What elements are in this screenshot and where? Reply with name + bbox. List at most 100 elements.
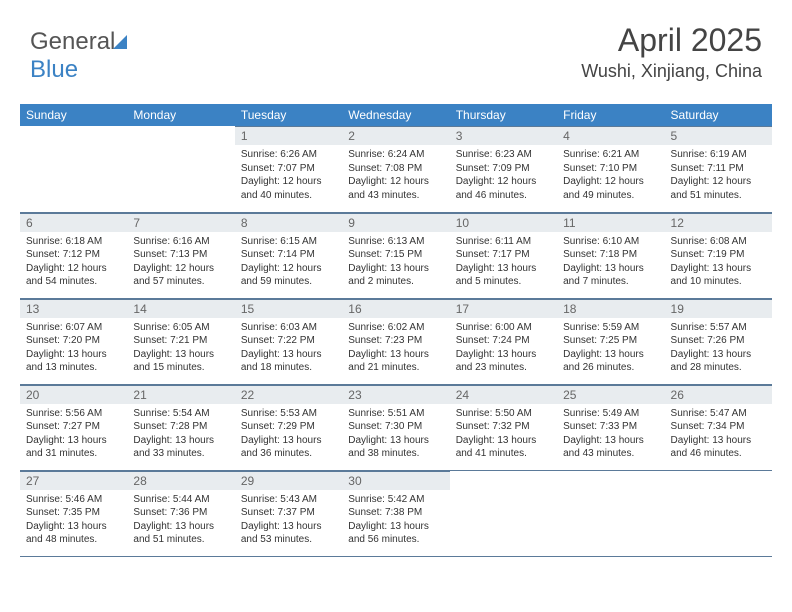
weekday-header: Friday <box>557 104 664 126</box>
day-details: Sunrise: 6:26 AMSunset: 7:07 PMDaylight:… <box>235 145 342 208</box>
calendar-cell: 27Sunrise: 5:46 AMSunset: 7:35 PMDayligh… <box>20 470 127 556</box>
day-number: 4 <box>557 126 664 145</box>
day-details: Sunrise: 6:10 AMSunset: 7:18 PMDaylight:… <box>557 232 664 295</box>
calendar-row: 13Sunrise: 6:07 AMSunset: 7:20 PMDayligh… <box>20 298 772 384</box>
calendar-cell: 17Sunrise: 6:00 AMSunset: 7:24 PMDayligh… <box>450 298 557 384</box>
day-number: 14 <box>127 299 234 318</box>
day-number: 9 <box>342 213 449 232</box>
day-number: 25 <box>557 385 664 404</box>
day-details: Sunrise: 6:18 AMSunset: 7:12 PMDaylight:… <box>20 232 127 295</box>
calendar-cell <box>127 126 234 212</box>
day-details: Sunrise: 6:24 AMSunset: 7:08 PMDaylight:… <box>342 145 449 208</box>
day-details: Sunrise: 6:23 AMSunset: 7:09 PMDaylight:… <box>450 145 557 208</box>
day-number: 11 <box>557 213 664 232</box>
day-details: Sunrise: 6:21 AMSunset: 7:10 PMDaylight:… <box>557 145 664 208</box>
day-number: 21 <box>127 385 234 404</box>
day-details: Sunrise: 5:42 AMSunset: 7:38 PMDaylight:… <box>342 490 449 553</box>
weekday-header: Tuesday <box>235 104 342 126</box>
calendar-cell: 3Sunrise: 6:23 AMSunset: 7:09 PMDaylight… <box>450 126 557 212</box>
day-number: 15 <box>235 299 342 318</box>
day-number: 10 <box>450 213 557 232</box>
calendar-cell: 21Sunrise: 5:54 AMSunset: 7:28 PMDayligh… <box>127 384 234 470</box>
calendar-cell: 12Sunrise: 6:08 AMSunset: 7:19 PMDayligh… <box>665 212 772 298</box>
day-details: Sunrise: 5:56 AMSunset: 7:27 PMDaylight:… <box>20 404 127 467</box>
day-number: 22 <box>235 385 342 404</box>
calendar-cell <box>450 470 557 556</box>
calendar-cell: 10Sunrise: 6:11 AMSunset: 7:17 PMDayligh… <box>450 212 557 298</box>
day-number: 20 <box>20 385 127 404</box>
calendar-cell: 16Sunrise: 6:02 AMSunset: 7:23 PMDayligh… <box>342 298 449 384</box>
calendar-cell: 20Sunrise: 5:56 AMSunset: 7:27 PMDayligh… <box>20 384 127 470</box>
day-number: 2 <box>342 126 449 145</box>
day-number: 23 <box>342 385 449 404</box>
weekday-header: Thursday <box>450 104 557 126</box>
day-number: 5 <box>665 126 772 145</box>
calendar-cell: 22Sunrise: 5:53 AMSunset: 7:29 PMDayligh… <box>235 384 342 470</box>
calendar-cell: 18Sunrise: 5:59 AMSunset: 7:25 PMDayligh… <box>557 298 664 384</box>
calendar-cell: 28Sunrise: 5:44 AMSunset: 7:36 PMDayligh… <box>127 470 234 556</box>
calendar-cell: 2Sunrise: 6:24 AMSunset: 7:08 PMDaylight… <box>342 126 449 212</box>
day-number: 28 <box>127 471 234 490</box>
day-details: Sunrise: 5:43 AMSunset: 7:37 PMDaylight:… <box>235 490 342 553</box>
weekday-header: Monday <box>127 104 234 126</box>
calendar-cell <box>665 470 772 556</box>
day-number: 18 <box>557 299 664 318</box>
day-number: 3 <box>450 126 557 145</box>
day-number: 30 <box>342 471 449 490</box>
day-number: 19 <box>665 299 772 318</box>
calendar-row: 20Sunrise: 5:56 AMSunset: 7:27 PMDayligh… <box>20 384 772 470</box>
page-location: Wushi, Xinjiang, China <box>581 61 762 82</box>
day-details: Sunrise: 5:57 AMSunset: 7:26 PMDaylight:… <box>665 318 772 381</box>
logo: General Blue <box>30 28 127 84</box>
weekday-header: Saturday <box>665 104 772 126</box>
calendar-cell <box>20 126 127 212</box>
day-details: Sunrise: 6:11 AMSunset: 7:17 PMDaylight:… <box>450 232 557 295</box>
day-number: 24 <box>450 385 557 404</box>
day-details: Sunrise: 5:49 AMSunset: 7:33 PMDaylight:… <box>557 404 664 467</box>
calendar-cell: 7Sunrise: 6:16 AMSunset: 7:13 PMDaylight… <box>127 212 234 298</box>
logo-triangle-icon <box>113 35 127 49</box>
day-number: 8 <box>235 213 342 232</box>
calendar-cell: 29Sunrise: 5:43 AMSunset: 7:37 PMDayligh… <box>235 470 342 556</box>
calendar-cell: 25Sunrise: 5:49 AMSunset: 7:33 PMDayligh… <box>557 384 664 470</box>
day-number: 6 <box>20 213 127 232</box>
day-details: Sunrise: 5:47 AMSunset: 7:34 PMDaylight:… <box>665 404 772 467</box>
calendar-cell: 30Sunrise: 5:42 AMSunset: 7:38 PMDayligh… <box>342 470 449 556</box>
calendar-cell: 4Sunrise: 6:21 AMSunset: 7:10 PMDaylight… <box>557 126 664 212</box>
calendar-body: 1Sunrise: 6:26 AMSunset: 7:07 PMDaylight… <box>20 126 772 556</box>
day-details: Sunrise: 5:59 AMSunset: 7:25 PMDaylight:… <box>557 318 664 381</box>
day-details: Sunrise: 6:08 AMSunset: 7:19 PMDaylight:… <box>665 232 772 295</box>
calendar-cell: 23Sunrise: 5:51 AMSunset: 7:30 PMDayligh… <box>342 384 449 470</box>
calendar-cell: 26Sunrise: 5:47 AMSunset: 7:34 PMDayligh… <box>665 384 772 470</box>
day-number: 26 <box>665 385 772 404</box>
day-number: 29 <box>235 471 342 490</box>
calendar-row: 6Sunrise: 6:18 AMSunset: 7:12 PMDaylight… <box>20 212 772 298</box>
day-number: 1 <box>235 126 342 145</box>
calendar-cell <box>557 470 664 556</box>
logo-text-1: General <box>30 28 115 55</box>
calendar-cell: 11Sunrise: 6:10 AMSunset: 7:18 PMDayligh… <box>557 212 664 298</box>
day-number: 12 <box>665 213 772 232</box>
day-details: Sunrise: 6:00 AMSunset: 7:24 PMDaylight:… <box>450 318 557 381</box>
calendar-cell: 1Sunrise: 6:26 AMSunset: 7:07 PMDaylight… <box>235 126 342 212</box>
page-title: April 2025 <box>581 22 762 59</box>
day-details: Sunrise: 6:19 AMSunset: 7:11 PMDaylight:… <box>665 145 772 208</box>
day-number: 13 <box>20 299 127 318</box>
calendar-cell: 6Sunrise: 6:18 AMSunset: 7:12 PMDaylight… <box>20 212 127 298</box>
calendar-cell: 19Sunrise: 5:57 AMSunset: 7:26 PMDayligh… <box>665 298 772 384</box>
logo-text-2: Blue <box>30 56 78 83</box>
weekday-header-row: SundayMondayTuesdayWednesdayThursdayFrid… <box>20 104 772 126</box>
day-details: Sunrise: 6:07 AMSunset: 7:20 PMDaylight:… <box>20 318 127 381</box>
calendar-cell: 5Sunrise: 6:19 AMSunset: 7:11 PMDaylight… <box>665 126 772 212</box>
day-details: Sunrise: 5:54 AMSunset: 7:28 PMDaylight:… <box>127 404 234 467</box>
day-details: Sunrise: 5:51 AMSunset: 7:30 PMDaylight:… <box>342 404 449 467</box>
page-header: April 2025 Wushi, Xinjiang, China <box>581 22 762 82</box>
day-details: Sunrise: 6:15 AMSunset: 7:14 PMDaylight:… <box>235 232 342 295</box>
day-details: Sunrise: 5:50 AMSunset: 7:32 PMDaylight:… <box>450 404 557 467</box>
calendar-row: 27Sunrise: 5:46 AMSunset: 7:35 PMDayligh… <box>20 470 772 556</box>
calendar-row: 1Sunrise: 6:26 AMSunset: 7:07 PMDaylight… <box>20 126 772 212</box>
day-details: Sunrise: 5:46 AMSunset: 7:35 PMDaylight:… <box>20 490 127 553</box>
calendar-table: SundayMondayTuesdayWednesdayThursdayFrid… <box>20 104 772 557</box>
day-details: Sunrise: 5:44 AMSunset: 7:36 PMDaylight:… <box>127 490 234 553</box>
day-details: Sunrise: 6:05 AMSunset: 7:21 PMDaylight:… <box>127 318 234 381</box>
